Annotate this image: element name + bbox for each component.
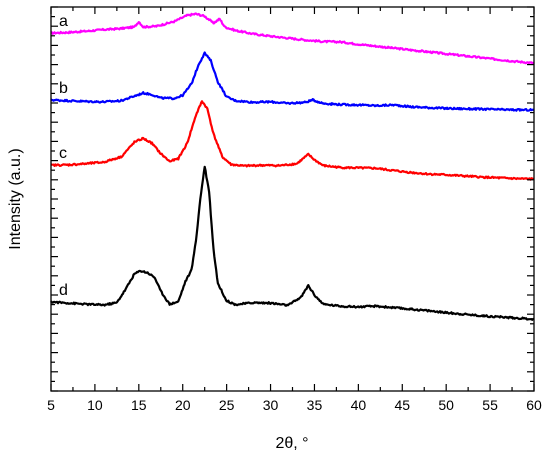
x-tick-label: 35 [307,397,323,413]
tick-layer: 5 10 15 20 25 30 35 40 45 50 55 60 [47,6,542,413]
x-tick-label: 25 [219,397,235,413]
plot-frame [50,6,535,392]
series-label-c: c [59,145,67,162]
x-tick-label: 60 [526,397,542,413]
y-axis-title: Intensity (a.u.) [7,148,24,249]
x-tick-label: 40 [351,397,367,413]
x-tick-label: 15 [131,397,147,413]
series-label-b: b [59,80,68,97]
series-line-b [50,51,535,112]
x-tick-label: 20 [175,397,191,413]
x-tick-label: 5 [47,397,55,413]
x-tick-label: 50 [438,397,454,413]
series-label-d: d [59,282,68,299]
x-tick-label: 10 [87,397,103,413]
x-tick-label: 55 [482,397,498,413]
series-layer: a b c d [50,12,535,321]
series-label-a: a [59,13,68,30]
x-tick-label: 45 [394,397,410,413]
series-line-d [50,165,535,321]
x-axis-title: 2θ, ° [275,435,308,452]
x-tick-label: 30 [263,397,279,413]
series-line-a [50,12,535,65]
series-line-c [50,100,535,181]
